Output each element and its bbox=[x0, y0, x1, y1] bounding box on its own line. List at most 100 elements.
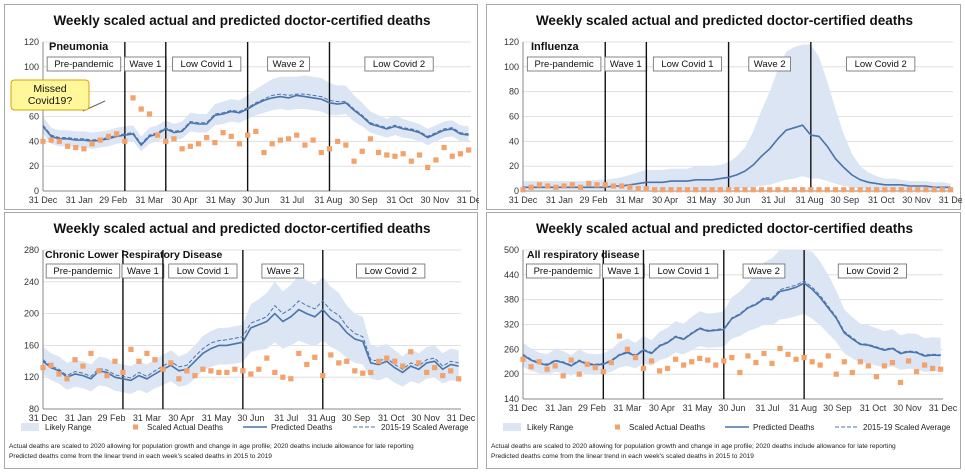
y-tick-label: 60 bbox=[509, 112, 519, 122]
actual-point bbox=[80, 363, 86, 369]
actual-point bbox=[777, 345, 783, 352]
actual-point bbox=[367, 136, 374, 142]
actual-point bbox=[602, 182, 608, 188]
y-tick-label: 40 bbox=[29, 136, 39, 146]
actual-point bbox=[408, 349, 414, 355]
y-tick-label: 280 bbox=[24, 245, 39, 255]
y-tick-label: 100 bbox=[504, 62, 519, 72]
actual-point bbox=[440, 373, 446, 379]
legend-actual-swatch bbox=[615, 424, 620, 430]
actual-point bbox=[240, 368, 246, 374]
actual-point bbox=[753, 359, 759, 366]
x-tick-label: 31 Jul bbox=[274, 413, 298, 423]
actual-point bbox=[841, 187, 847, 193]
actual-point bbox=[277, 137, 283, 143]
likely-range-band bbox=[523, 44, 951, 190]
predicted-line bbox=[42, 308, 459, 382]
y-tick-label: 120 bbox=[24, 372, 39, 382]
legend-range-swatch bbox=[21, 423, 39, 431]
x-tick-label: 30 Jun bbox=[718, 403, 745, 413]
actual-point bbox=[734, 187, 740, 193]
actual-point bbox=[544, 366, 550, 372]
actual-point bbox=[328, 352, 334, 358]
actual-point bbox=[466, 147, 472, 153]
actual-point bbox=[676, 187, 682, 193]
actual-point bbox=[808, 187, 814, 193]
y-tick-label: 120 bbox=[24, 37, 39, 47]
y-tick-label: 80 bbox=[509, 87, 519, 97]
panel-influenza: Weekly scaled actual and predicted docto… bbox=[486, 4, 962, 210]
footnote-line-1: Actual deaths are scaled to 2020 allowin… bbox=[9, 443, 414, 450]
x-tick-label: 31 Dec bbox=[457, 195, 479, 205]
actual-point bbox=[163, 138, 169, 144]
actual-point bbox=[881, 363, 888, 369]
phase-label-box bbox=[168, 263, 238, 279]
actual-point bbox=[184, 368, 190, 374]
actual-point bbox=[664, 365, 671, 371]
x-tick-label: 31 Dec bbox=[929, 403, 958, 413]
actual-point bbox=[425, 164, 431, 171]
actual-point bbox=[343, 142, 349, 148]
actual-point bbox=[552, 363, 558, 369]
actual-point bbox=[72, 357, 78, 363]
x-tick-label: 29 Feb bbox=[579, 195, 607, 205]
phase-label-box bbox=[45, 263, 121, 279]
legend-actual-label: Scaled Actual Deaths bbox=[147, 423, 223, 432]
actual-point bbox=[138, 106, 144, 112]
panel-label: Influenza bbox=[531, 41, 580, 53]
actual-point bbox=[448, 368, 454, 374]
y-tick-label: 500 bbox=[504, 245, 519, 255]
x-tick-label: 30 Jun bbox=[242, 195, 269, 205]
x-tick-label: 29 Feb bbox=[578, 403, 606, 413]
actual-point bbox=[81, 146, 87, 152]
phase-label: Low Covid 1 bbox=[177, 266, 229, 277]
actual-point bbox=[456, 376, 462, 382]
x-tick-label: 31 Dec bbox=[29, 413, 58, 423]
actual-point bbox=[825, 353, 831, 359]
actual-point bbox=[874, 187, 880, 193]
actual-point bbox=[40, 138, 46, 144]
actual-point bbox=[697, 355, 703, 362]
actual-point bbox=[817, 362, 823, 368]
phase-label: Low Covid 2 bbox=[365, 266, 417, 277]
panel-label: Pneumonia bbox=[49, 41, 109, 53]
actual-point bbox=[56, 138, 62, 144]
actual-point bbox=[376, 358, 382, 364]
actual-point bbox=[915, 187, 921, 193]
legend-predicted-label: Predicted Deaths bbox=[753, 423, 814, 432]
panel-label: All respiratory disease bbox=[527, 249, 640, 261]
x-tick-label: 30 Apr bbox=[168, 413, 194, 423]
actual-point bbox=[128, 346, 134, 352]
likely-range-band bbox=[43, 75, 469, 152]
phase-label: Low Covid 2 bbox=[855, 59, 907, 70]
actual-point bbox=[824, 187, 830, 193]
actual-point bbox=[224, 369, 230, 376]
x-tick-label: 30 Nov bbox=[420, 195, 449, 205]
actual-point bbox=[775, 187, 781, 193]
phase-label-box bbox=[525, 263, 601, 279]
actual-points bbox=[520, 180, 954, 193]
phase-label-box bbox=[652, 56, 723, 72]
actual-point bbox=[114, 131, 120, 137]
actual-point bbox=[632, 355, 639, 361]
legend: Likely Range Scaled Actual Deaths Predicte… bbox=[21, 423, 469, 432]
actual-point bbox=[326, 146, 333, 152]
x-tick-label: 31 Jul bbox=[761, 195, 785, 205]
actual-points bbox=[520, 333, 944, 386]
actual-point bbox=[384, 152, 390, 158]
actual-point bbox=[701, 187, 707, 193]
actual-point bbox=[569, 182, 575, 188]
actual-point bbox=[212, 139, 218, 146]
actual-point bbox=[384, 355, 390, 361]
x-tick-label: 31 Oct bbox=[378, 413, 405, 423]
actual-point bbox=[232, 366, 238, 372]
actual-point bbox=[592, 364, 598, 371]
actual-point bbox=[408, 158, 414, 164]
actual-point bbox=[865, 187, 871, 193]
actual-point bbox=[577, 184, 584, 190]
actual-point bbox=[783, 187, 789, 193]
actual-point bbox=[913, 369, 920, 375]
actual-point bbox=[793, 356, 799, 362]
actual-point bbox=[673, 356, 679, 362]
